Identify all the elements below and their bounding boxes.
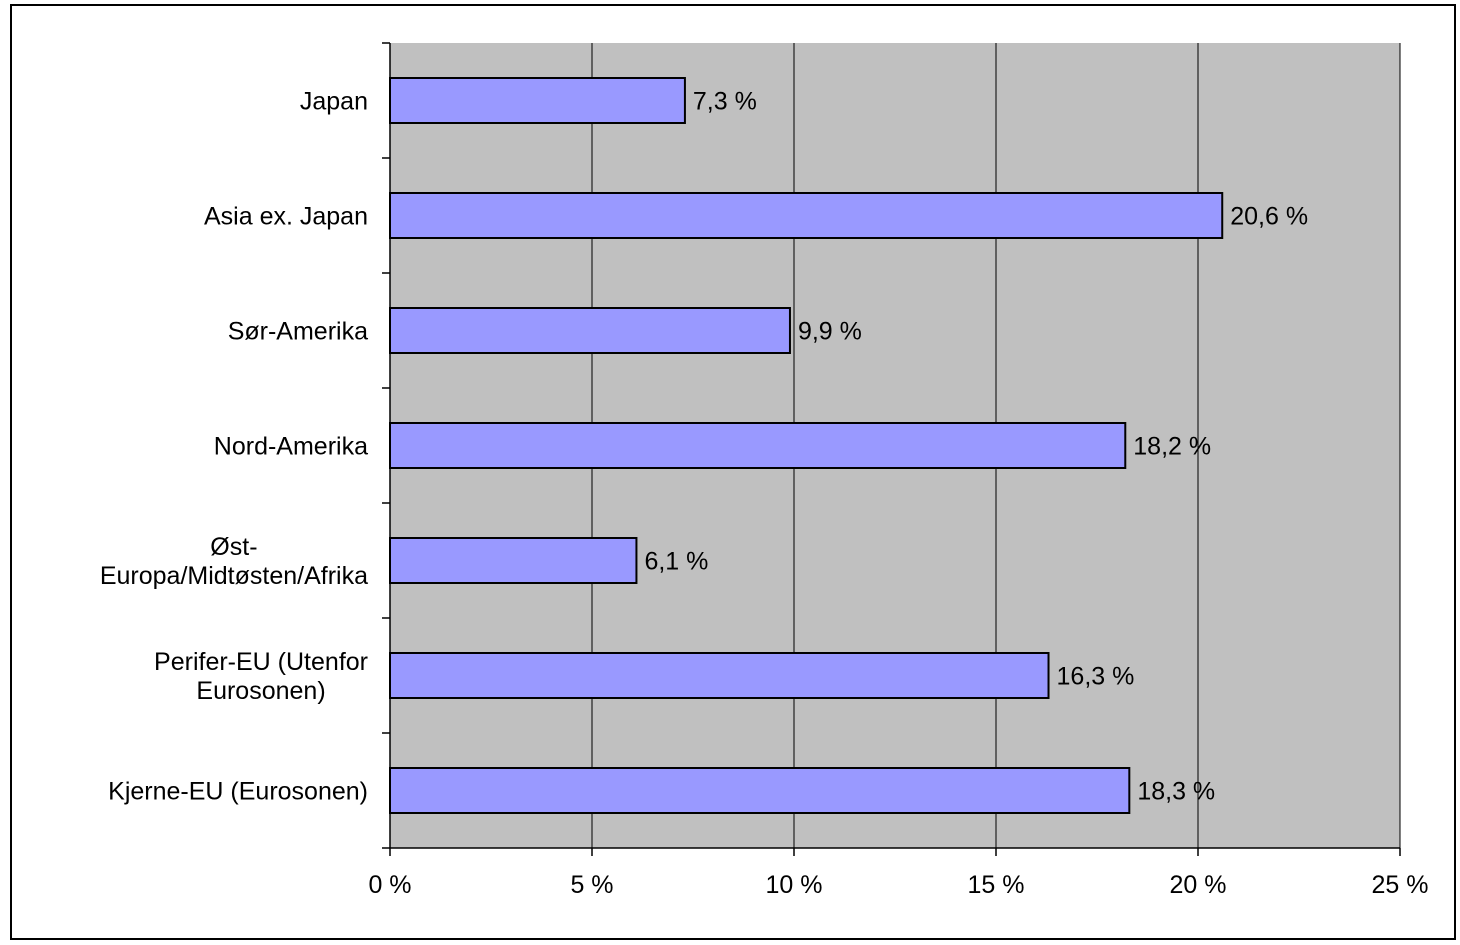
category-label-6: Kjerne-EU (Eurosonen) bbox=[108, 778, 368, 806]
data-label-5: 16,3 % bbox=[1057, 663, 1135, 691]
category-label-5-line-1: Eurosonen) bbox=[196, 677, 325, 705]
category-label-4-line-0: Øst- bbox=[210, 533, 257, 561]
labels: 7,3 % 20,6 % 9,9 % 18,2 % 6,1 % 16,3 % 18,3 % 0… bbox=[100, 88, 1429, 900]
category-label-1-line-0: Asia ex. Japan bbox=[204, 203, 368, 231]
bar-6 bbox=[389, 767, 1131, 814]
category-label-2-line-0: Sør-Amerika bbox=[228, 318, 368, 346]
bar-4 bbox=[389, 537, 638, 584]
x-tick-label-0: 0 % bbox=[368, 871, 411, 899]
bar-5 bbox=[389, 652, 1050, 699]
category-label-3-line-0: Nord-Amerika bbox=[214, 433, 368, 461]
bars bbox=[389, 77, 1224, 814]
category-label-0-line-0: Japan bbox=[300, 88, 368, 116]
category-label-5-line-0: Perifer-EU (Utenfor bbox=[154, 648, 368, 676]
data-label-0: 7,3 % bbox=[693, 88, 757, 116]
category-label-3: Nord-Amerika bbox=[214, 433, 368, 461]
category-label-6-line-0: Kjerne-EU (Eurosonen) bbox=[108, 778, 368, 806]
x-tick-label-3: 15 % bbox=[968, 871, 1025, 899]
category-label-0: Japan bbox=[300, 88, 368, 116]
bar-0 bbox=[389, 77, 686, 124]
bar-3 bbox=[389, 422, 1127, 469]
category-label-2: Sør-Amerika bbox=[228, 318, 368, 346]
data-label-4: 6,1 % bbox=[644, 548, 708, 576]
data-label-6: 18,3 % bbox=[1137, 778, 1215, 806]
bar-1 bbox=[389, 192, 1224, 239]
x-tick-label-2: 10 % bbox=[766, 871, 823, 899]
category-label-4-line-1: Europa/Midtøsten/Afrika bbox=[100, 562, 368, 590]
axes bbox=[382, 42, 1401, 856]
data-label-3: 18,2 % bbox=[1133, 433, 1211, 461]
bar-2 bbox=[389, 307, 791, 354]
x-tick-label-1: 5 % bbox=[570, 871, 613, 899]
data-label-1: 20,6 % bbox=[1230, 203, 1308, 231]
x-tick-label-4: 20 % bbox=[1170, 871, 1227, 899]
x-tick-label-5: 25 % bbox=[1372, 871, 1429, 899]
category-label-1: Asia ex. Japan bbox=[204, 203, 368, 231]
category-label-4: Øst-Europa/Midtøsten/Afrika bbox=[100, 533, 368, 590]
data-label-2: 9,9 % bbox=[798, 318, 862, 346]
